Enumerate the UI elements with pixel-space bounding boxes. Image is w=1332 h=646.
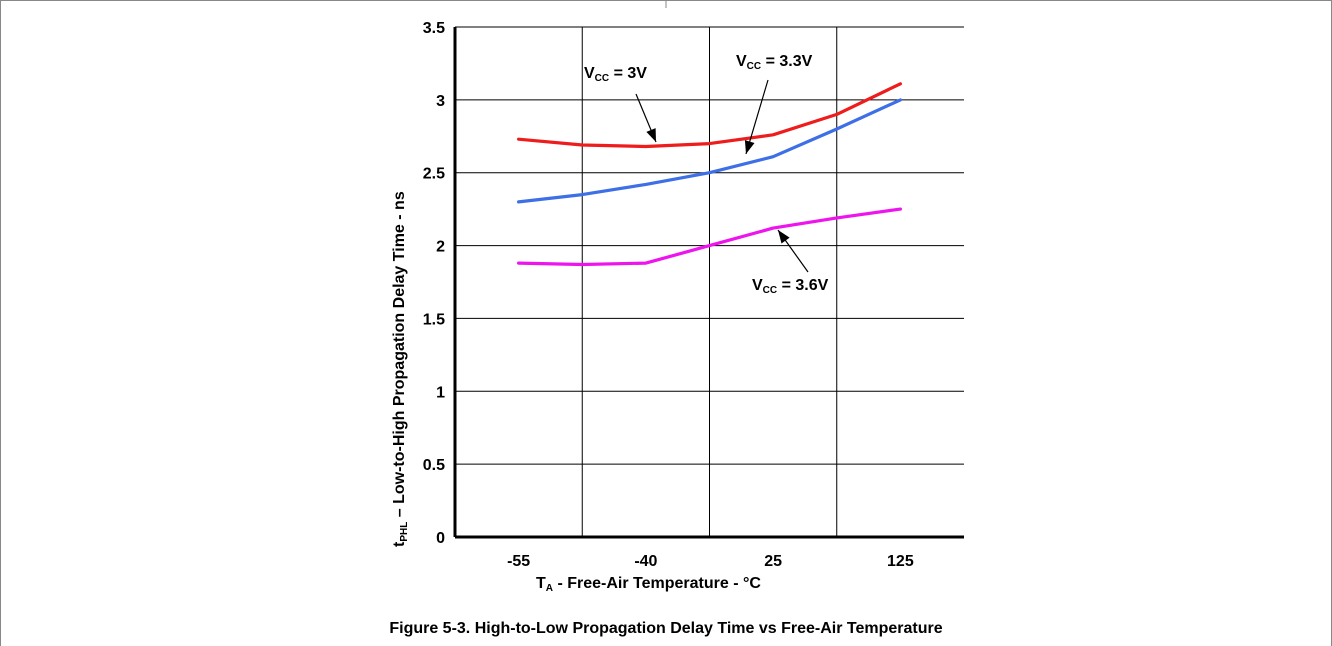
series-label: VCC = 3V (584, 65, 647, 84)
x-tick-label: 125 (887, 553, 914, 570)
chart-axes (453, 27, 964, 539)
series-label: VCC = 3.6V (752, 277, 829, 296)
y-tick-label: 2.5 (423, 166, 445, 183)
y-axis-title: tPHL – Low-to-High Propagation Delay Tim… (391, 191, 410, 547)
y-tick-label: 3.5 (423, 20, 445, 37)
callout-arrowhead (778, 230, 790, 244)
chart-grid (455, 26, 964, 537)
y-tick-label: 1.5 (423, 311, 445, 328)
y-tick-label: 0.5 (423, 457, 445, 474)
x-tick-label: -40 (634, 553, 657, 570)
x-axis-title: TA - Free-Air Temperature - °C (536, 575, 761, 594)
y-tick-label: 1 (436, 384, 445, 401)
chart-axis-titles: TA - Free-Air Temperature - °C tPHL – Low… (391, 191, 761, 594)
y-tick-label: 3 (436, 93, 445, 110)
series-line (517, 98, 902, 204)
x-tick-label: -55 (507, 553, 530, 570)
series-line (517, 207, 902, 267)
y-tick-label: 0 (436, 530, 445, 547)
callout-arrowhead (744, 140, 755, 154)
chart-annotations: VCC = 3V VCC = 3.3V VCC = 3.6V (584, 53, 829, 296)
chart-series (517, 82, 902, 267)
y-tick-label: 2 (436, 239, 445, 256)
series-line (517, 82, 902, 149)
series-label: VCC = 3.3V (736, 53, 813, 72)
x-tick-label: 25 (764, 553, 782, 570)
figure-caption: Figure 5-3. High-to-Low Propagation Dela… (389, 620, 943, 637)
chart-ticks: 0 0.5 1 1.5 2 2.5 3 3.5 -55 -40 25 125 (423, 20, 914, 570)
callout-arrowhead (646, 128, 656, 142)
